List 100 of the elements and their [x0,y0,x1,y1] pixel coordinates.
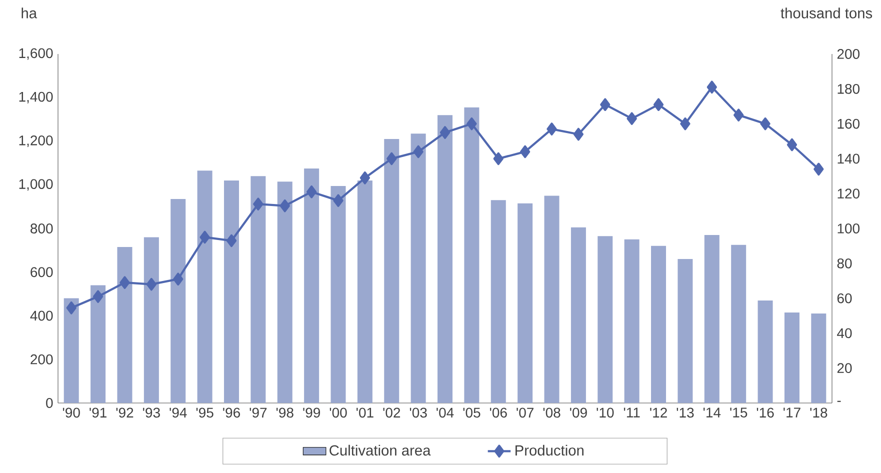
y2-tick-label: 80 [837,258,852,268]
bar [277,182,292,403]
bar [197,170,212,403]
point [573,128,584,141]
x-tick-label: '03 [410,408,427,418]
bar [357,180,372,403]
point [734,108,744,122]
bar [784,312,800,403]
x-tick-label: '12 [650,408,667,418]
x-tick-label: '00 [330,408,347,418]
y2-axis-title: thousand tons [780,8,872,18]
bar [704,235,720,403]
x-tick-label: '98 [276,408,294,418]
x-tick-label: '01 [356,408,374,418]
y2-tick-label: 140 [838,154,860,164]
y2-tick-label: 180 [838,84,860,94]
point [440,126,450,139]
point [786,138,798,152]
bar [544,196,560,403]
bar [731,244,746,403]
point [66,301,76,314]
point [146,278,156,291]
x-tick-label: '11 [624,408,640,418]
point [466,117,477,130]
y-tick-label: 200 [30,354,53,364]
point [760,117,770,130]
y2-tick-label: 200 [837,49,860,59]
x-tick-label: '95 [196,408,214,418]
point [226,234,237,248]
x-tick-label: '09 [570,408,587,418]
bar [678,259,693,403]
x-tick-label: '94 [170,408,187,418]
point [253,198,264,210]
x-tick-label: '18 [810,408,828,418]
y-tick-label: 1,000 [19,179,53,191]
y2-tick-label: - [837,400,841,402]
bar [64,298,79,403]
point [360,171,370,184]
bar [117,247,132,403]
bar [598,236,613,403]
point [653,98,664,111]
y-axis-title: ha [22,8,38,18]
bar [224,180,239,403]
x-tick-label: '96 [223,408,240,418]
bar [304,168,320,403]
y-tick-label: 1,600 [19,48,53,60]
bar [518,203,533,403]
x-tick-label: '97 [250,408,267,418]
y2-tick-label: 120 [838,188,860,199]
x-tick-label: '99 [303,408,320,418]
point [680,117,690,130]
y-tick-label: 1,200 [19,135,53,148]
point [280,199,290,212]
x-tick-label: '08 [543,408,560,418]
bar [384,139,400,403]
bar [330,186,346,403]
legend-label: Cultivation area [330,444,431,456]
y-tick-label: 600 [30,267,53,278]
bar [624,239,640,403]
y-tick-label: 1,400 [19,92,53,104]
bar [438,115,453,403]
point [520,145,530,158]
point [706,80,717,94]
x-tick-label: '92 [116,408,134,418]
point [600,98,610,111]
point [493,152,504,166]
y2-tick-label: 160 [838,118,860,129]
x-tick-label: '07 [516,408,534,418]
bar [170,199,186,403]
x-tick-label: '90 [62,408,80,418]
point [306,185,317,198]
bar [90,285,106,403]
point [546,122,557,136]
bar [250,176,266,403]
point [92,290,104,303]
x-tick-label: '17 [784,408,800,418]
point [120,276,130,289]
y-tick-label: 800 [30,224,53,234]
bar [811,314,826,403]
point [413,145,424,158]
point [173,272,184,286]
y2-tick-label: 100 [838,224,860,234]
point [333,194,344,207]
point [386,152,397,166]
x-tick-label: '10 [596,408,614,418]
x-tick-label: '02 [383,408,400,418]
point [814,162,824,176]
legend-label: Production [516,444,584,456]
bar [651,246,666,403]
point [626,112,637,125]
x-tick-label: '05 [463,408,480,418]
point [200,230,210,244]
bar [464,107,480,403]
y2-tick-label: 60 [837,293,852,304]
x-tick-label: '91 [90,408,106,418]
x-tick-label: '93 [143,408,160,418]
x-tick-label: '04 [436,408,454,418]
y-tick-label: 400 [30,310,53,321]
y2-tick-label: 20 [837,363,852,374]
bar [144,237,159,403]
